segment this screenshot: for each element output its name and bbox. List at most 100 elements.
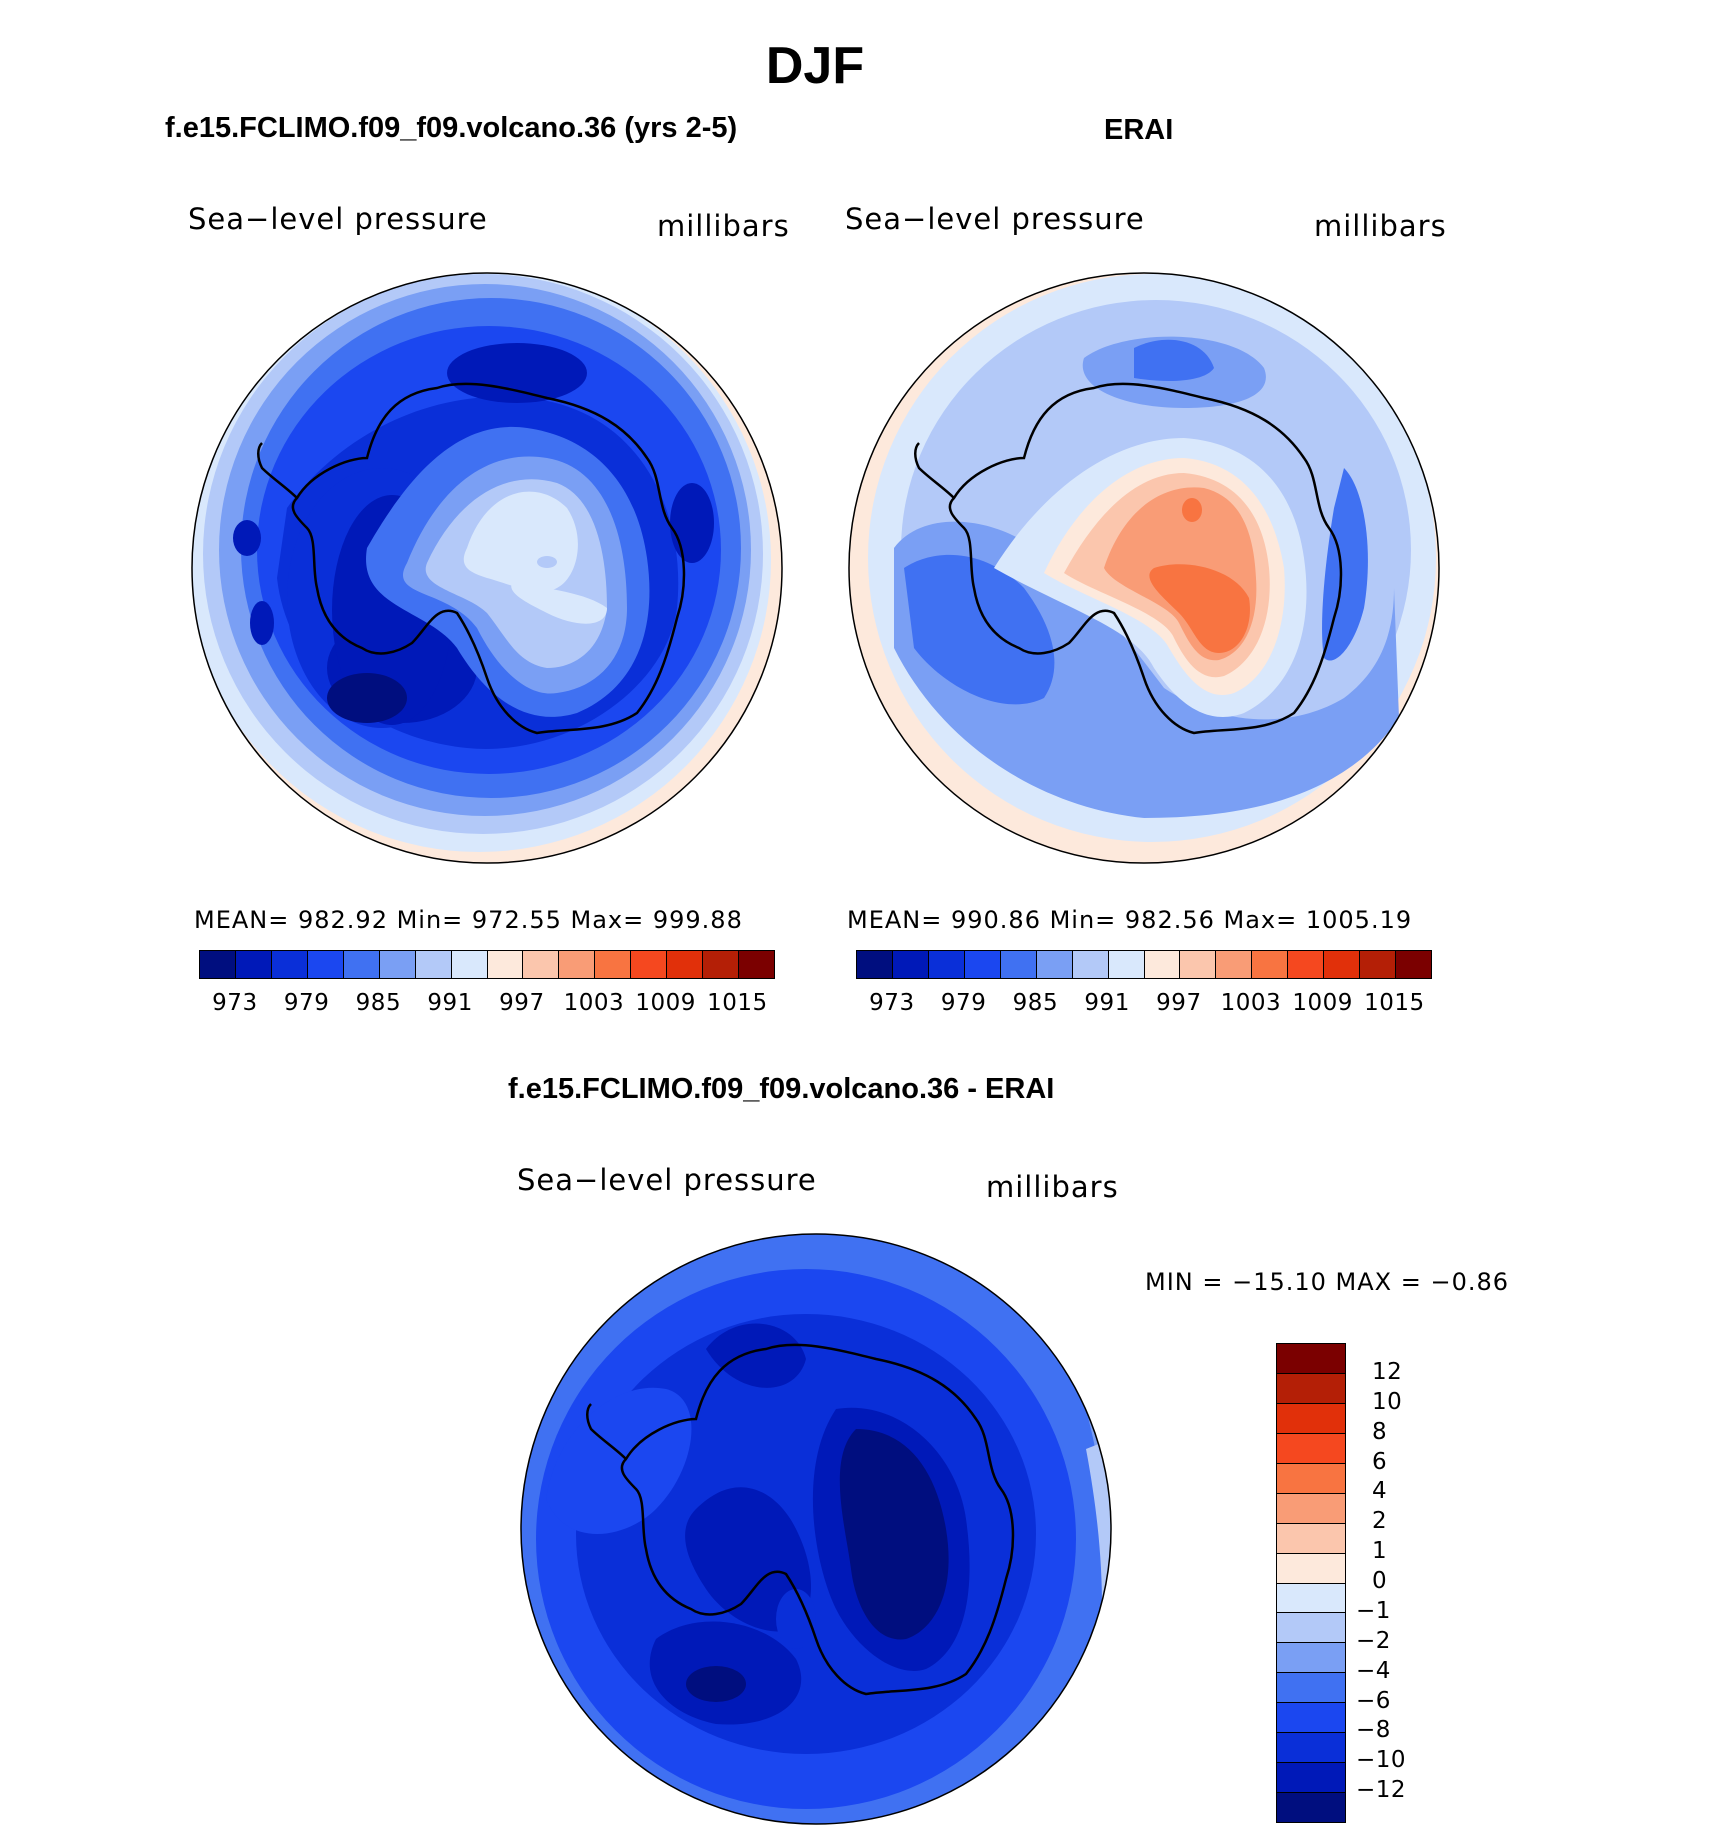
- colorbar-swatch: [1360, 951, 1397, 978]
- colorbar-swatch: [559, 951, 596, 978]
- colorbar-swatch: [1277, 1463, 1345, 1494]
- panel-3-variable: Sea−level pressure: [517, 1163, 817, 1197]
- colorbar-swatch: [1277, 1403, 1345, 1434]
- colorbar-swatch: [1277, 1373, 1345, 1404]
- panel-3-title: f.e15.FCLIMO.f09_f09.volcano.36 - ERAI: [508, 1073, 1055, 1105]
- colorbar-swatch: [1277, 1673, 1345, 1704]
- panel-1-map: [191, 272, 783, 864]
- panel-2-map: [848, 272, 1440, 864]
- panel-3-units: millibars: [986, 1170, 1119, 1204]
- colorbar-swatch: [1036, 951, 1073, 978]
- colorbar-tick-label: −10: [1356, 1747, 1407, 1774]
- colorbar-swatch: [892, 951, 929, 978]
- colorbar-swatch: [1277, 1733, 1345, 1764]
- colorbar-swatch: [1277, 1493, 1345, 1524]
- colorbar-swatch: [964, 951, 1001, 978]
- colorbar-swatch: [487, 951, 524, 978]
- colorbar-swatch: [523, 951, 560, 978]
- colorbar-swatch: [1000, 951, 1037, 978]
- colorbar-swatch: [1144, 951, 1181, 978]
- colorbar-swatch: [379, 951, 416, 978]
- colorbar-swatch: [343, 951, 380, 978]
- colorbar-tick-label: −2: [1356, 1627, 1391, 1654]
- panel-2-variable: Sea−level pressure: [845, 202, 1145, 236]
- colorbar-tick-label: 973: [869, 990, 915, 1016]
- colorbar-swatch: [1277, 1763, 1345, 1794]
- panel-1-variable: Sea−level pressure: [188, 202, 488, 236]
- panel-3-stats: MIN = −15.10 MAX = −0.86: [1145, 1268, 1510, 1296]
- colorbar-tick-label: 0: [1372, 1568, 1388, 1594]
- colorbar-swatch: [235, 951, 272, 978]
- colorbar-swatch: [1277, 1433, 1345, 1464]
- colorbar-tick-label: 979: [283, 990, 330, 1016]
- colorbar-swatch: [1277, 1553, 1345, 1584]
- colorbar-swatch: [200, 951, 236, 978]
- colorbar-tick-label: 1015: [707, 990, 768, 1016]
- colorbar-swatch: [1216, 951, 1253, 978]
- panel-1-colorbar-ticks: 973 979 985 991 997 1003 1009 1015: [199, 990, 773, 1020]
- colorbar-tick-label: 997: [1156, 990, 1202, 1016]
- colorbar-swatch: [451, 951, 488, 978]
- colorbar-tick-label: 991: [427, 990, 473, 1016]
- colorbar-swatch: [1180, 951, 1217, 978]
- colorbar-swatch: [631, 951, 668, 978]
- colorbar-swatch: [595, 951, 632, 978]
- panel-1-colorbar: [199, 950, 775, 979]
- colorbar-swatch: [1108, 951, 1145, 978]
- colorbar-swatch: [1277, 1583, 1345, 1614]
- colorbar-swatch: [1277, 1613, 1345, 1644]
- colorbar-tick-label: 10: [1372, 1388, 1403, 1415]
- colorbar-tick-label: 12: [1372, 1358, 1403, 1385]
- panel-2-stats: MEAN= 990.86 Min= 982.56 Max= 1005.19: [847, 906, 1413, 934]
- colorbar-tick-label: 973: [212, 990, 258, 1016]
- colorbar-tick-label: 985: [355, 990, 402, 1016]
- panel-2-colorbar: [856, 950, 1432, 979]
- panel-2-units: millibars: [1314, 209, 1447, 243]
- colorbar-swatch: [271, 951, 308, 978]
- colorbar-swatch: [1324, 951, 1361, 978]
- colorbar-swatch: [739, 951, 774, 978]
- colorbar-tick-label: 997: [499, 990, 545, 1016]
- colorbar-swatch: [1252, 951, 1289, 978]
- panel-1-stats: MEAN= 982.92 Min= 972.55 Max= 999.88: [194, 906, 743, 934]
- colorbar-swatch: [307, 951, 344, 978]
- colorbar-tick-label: 1009: [635, 990, 696, 1016]
- colorbar-tick-label: −8: [1356, 1717, 1391, 1744]
- colorbar-tick-label: 979: [940, 990, 987, 1016]
- panel-2-colorbar-ticks: 973 979 985 991 997 1003 1009 1015: [856, 990, 1430, 1020]
- colorbar-tick-label: 1: [1372, 1538, 1388, 1565]
- colorbar-tick-label: 1003: [563, 990, 625, 1016]
- colorbar-swatch: [857, 951, 893, 978]
- colorbar-tick-label: −6: [1356, 1687, 1391, 1714]
- colorbar-swatch: [1277, 1523, 1345, 1554]
- colorbar-swatch: [415, 951, 452, 978]
- colorbar-tick-label: 985: [1012, 990, 1059, 1016]
- colorbar-swatch: [1277, 1344, 1345, 1374]
- panel-3-colorbar: [1276, 1343, 1346, 1823]
- colorbar-tick-label: 8: [1372, 1418, 1388, 1445]
- colorbar-tick-label: 4: [1372, 1478, 1388, 1505]
- colorbar-tick-label: 6: [1372, 1448, 1388, 1475]
- colorbar-swatch: [1396, 951, 1431, 978]
- colorbar-tick-label: 2: [1372, 1508, 1388, 1535]
- colorbar-swatch: [1288, 951, 1325, 978]
- colorbar-swatch: [1072, 951, 1109, 978]
- colorbar-tick-label: −1: [1356, 1597, 1391, 1624]
- colorbar-tick-label: 1015: [1364, 990, 1425, 1016]
- colorbar-tick-label: 1003: [1220, 990, 1282, 1016]
- colorbar-swatch: [928, 951, 965, 978]
- panel-1-title: f.e15.FCLIMO.f09_f09.volcano.36 (yrs 2-5…: [165, 112, 738, 144]
- panel-3-map: [520, 1233, 1112, 1825]
- colorbar-tick-label: −12: [1356, 1777, 1407, 1804]
- colorbar-swatch: [667, 951, 704, 978]
- panel-1-units: millibars: [657, 209, 790, 243]
- colorbar-swatch: [703, 951, 740, 978]
- panel-3-colorbar-ticks: 12 10 8 6 4 2 1 0 −1 −2 −4 −6 −8 −10 −12: [1356, 1343, 1456, 1821]
- colorbar-tick-label: −4: [1356, 1657, 1391, 1684]
- colorbar-tick-label: 1009: [1292, 990, 1353, 1016]
- colorbar-swatch: [1277, 1643, 1345, 1674]
- figure-title: DJF: [765, 37, 865, 95]
- colorbar-swatch: [1277, 1793, 1345, 1822]
- colorbar-swatch: [1277, 1703, 1345, 1734]
- panel-2-title: ERAI: [1104, 114, 1174, 146]
